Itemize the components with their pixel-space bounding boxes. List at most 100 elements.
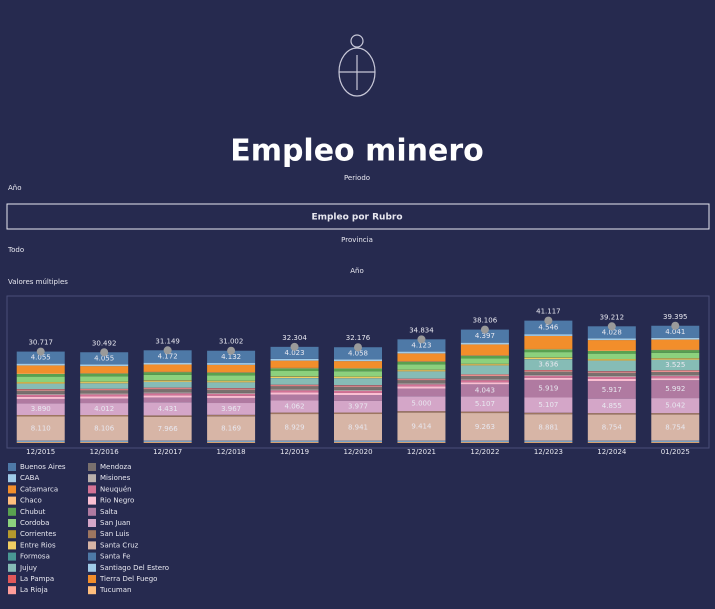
- bar-segment: [651, 325, 700, 338]
- bar-segment: [397, 339, 446, 352]
- bar-segment: [16, 394, 65, 397]
- bar-segment: [397, 361, 446, 365]
- bar-segment: [334, 378, 382, 386]
- bar-segment: [460, 375, 509, 376]
- bar-segment: [270, 386, 319, 390]
- data-label: 3.636: [538, 361, 559, 369]
- legend-swatch: [88, 485, 96, 494]
- bar-segment: [651, 378, 700, 381]
- legend-label: Santa Cruz: [100, 541, 139, 549]
- bar-segment: [143, 362, 192, 365]
- legend-label: CABA: [20, 474, 39, 482]
- bar-segment: [460, 379, 509, 381]
- data-label: 8.169: [221, 424, 241, 432]
- bar-segment: [651, 339, 700, 350]
- total-label: 31.149: [155, 337, 180, 345]
- bar-segment: [270, 378, 319, 385]
- bar-segment: [397, 378, 446, 380]
- x-tick-label: 12/2015: [26, 448, 55, 456]
- bar-segment: [143, 388, 192, 390]
- legend-swatch: [8, 474, 16, 483]
- bar-segment: [16, 440, 65, 442]
- bar-segment: [397, 380, 446, 384]
- bar-segment: [334, 377, 382, 379]
- legend-swatch: [8, 507, 16, 516]
- bar-segment: [207, 403, 256, 415]
- data-label: 4.431: [158, 405, 178, 413]
- bar-segment: [16, 393, 65, 395]
- data-label: 4.055: [31, 354, 51, 362]
- bar-segment: [80, 440, 129, 442]
- total-marker: [290, 342, 299, 351]
- bar-segment: [524, 371, 573, 375]
- bar-segment: [334, 361, 382, 369]
- legend-swatch: [88, 575, 96, 583]
- legend-label: Entre Rios: [20, 541, 56, 549]
- bar-segment: [587, 398, 636, 414]
- legend-label: Buenos Aires: [20, 463, 66, 471]
- bar-segment: [524, 375, 573, 378]
- data-label: 3.890: [31, 405, 51, 413]
- data-label: 5.107: [538, 401, 558, 409]
- bar-segment: [397, 412, 446, 441]
- filter-label: Año: [350, 267, 364, 275]
- bar-segment: [16, 398, 65, 404]
- total-marker: [227, 346, 236, 355]
- bar-segment: [143, 380, 192, 382]
- total-marker: [417, 335, 426, 344]
- button[interactable]: Empleo por Rubro: [311, 213, 402, 223]
- bar-segment: [460, 380, 509, 383]
- data-label: 8.754: [665, 424, 686, 432]
- bar-segment: [207, 392, 256, 394]
- data-label: 4.043: [475, 386, 495, 394]
- legend-label: Rio Negro: [100, 497, 134, 505]
- bar-segment: [651, 350, 700, 353]
- total-marker: [480, 325, 489, 334]
- data-label: 5.919: [538, 385, 558, 393]
- bar-segment: [80, 396, 129, 399]
- filter-value[interactable]: Todo: [7, 246, 24, 254]
- bar-segment: [587, 442, 636, 443]
- bar-segment: [80, 416, 129, 441]
- legend-swatch: [88, 496, 96, 505]
- bar-segment: [587, 359, 636, 361]
- bar-segment: [524, 352, 573, 358]
- data-label: 3.967: [221, 405, 241, 413]
- bar-segment: [587, 381, 636, 399]
- bar-segment: [524, 414, 573, 441]
- bar-segment: [207, 389, 256, 393]
- bar-segment: [587, 371, 636, 373]
- bar-segment: [207, 364, 256, 373]
- bar-segment: [143, 442, 192, 443]
- total-marker: [163, 346, 172, 355]
- bar-segment: [207, 393, 256, 396]
- bar-segment: [587, 371, 636, 372]
- bar-segment: [334, 440, 382, 442]
- bar-segment: [524, 377, 573, 380]
- bar-segment: [80, 442, 129, 443]
- bar-segment: [16, 403, 65, 415]
- button-frame[interactable]: [6, 203, 710, 230]
- legend-swatch: [8, 463, 16, 471]
- filter-value[interactable]: Año: [8, 184, 22, 192]
- bar-segment: [207, 397, 256, 404]
- chart-frame: [6, 295, 710, 449]
- x-tick-label: 12/2020: [343, 448, 372, 456]
- filter-value[interactable]: Valores múltiples: [8, 278, 68, 286]
- bar-segment: [80, 441, 129, 443]
- data-label: 7.966: [158, 425, 179, 433]
- bar-segment: [270, 358, 319, 361]
- bar-segment: [143, 374, 192, 381]
- bar-segment: [651, 441, 700, 443]
- bar-segment: [80, 383, 129, 389]
- bar-segment: [334, 400, 382, 413]
- bar-segment: [143, 364, 192, 372]
- total-label: 39.395: [663, 313, 688, 321]
- bar-segment: [207, 363, 256, 365]
- data-label: 3.977: [348, 403, 368, 411]
- bar-segment: [587, 441, 636, 443]
- x-tick-label: 12/2017: [153, 448, 182, 456]
- bar-segment: [397, 383, 446, 385]
- bar-segment: [207, 388, 256, 390]
